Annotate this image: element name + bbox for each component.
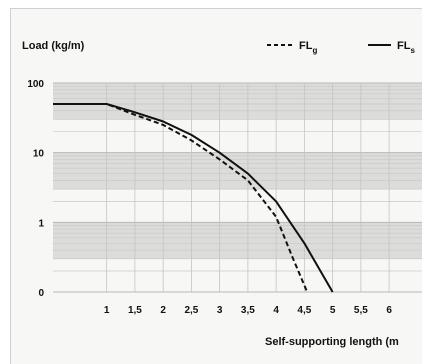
x-tick-label: 4 [273, 305, 279, 316]
x-tick-label: 3 [217, 305, 223, 316]
x-axis-ticks: 1 1,5 2 2,5 3 3,5 4 4,5 5 5,5 6 [104, 305, 392, 316]
y-axis-label: Load (kg/m) [22, 40, 85, 52]
legend-subscript-dashed: g [312, 46, 317, 55]
y-tick-label: 0 [38, 288, 44, 299]
plot-background-bands [53, 83, 422, 259]
chart-frame: 100 10 1 0 1 1,5 2 2,5 3 3,5 4 4,5 5 5,5 6 Load (kg/m… [10, 8, 422, 364]
x-axis-label: Self-supporting length (m [265, 336, 399, 348]
x-tick-label: 4,5 [297, 305, 311, 316]
legend-label-dashed: FL [299, 40, 313, 52]
series-line-solid [53, 103, 334, 293]
x-tick-label: 2,5 [184, 305, 198, 316]
x-tick-label: 5 [330, 305, 336, 316]
x-tick-label: 1,5 [128, 305, 142, 316]
x-tick-label: 6 [386, 305, 392, 316]
legend-subscript-solid: s [410, 46, 415, 55]
vertical-gridlines [106, 83, 390, 292]
legend: FLg FLs [267, 40, 415, 55]
x-tick-label: 5,5 [354, 305, 368, 316]
series-lines [53, 103, 334, 293]
y-tick-label: 1 [38, 218, 44, 229]
x-tick-label: 3,5 [241, 305, 255, 316]
shaded-band [53, 222, 422, 259]
y-tick-label: 100 [27, 79, 44, 90]
shaded-band [53, 83, 422, 120]
shaded-band [53, 152, 422, 190]
svg-text:FLs: FLs [397, 40, 415, 55]
x-tick-label: 1 [104, 305, 110, 316]
series-line-dashed [53, 103, 309, 293]
svg-text:FLg: FLg [299, 40, 317, 55]
x-tick-label: 2 [160, 305, 166, 316]
y-tick-label: 10 [33, 149, 45, 160]
legend-label-solid: FL [397, 40, 411, 52]
